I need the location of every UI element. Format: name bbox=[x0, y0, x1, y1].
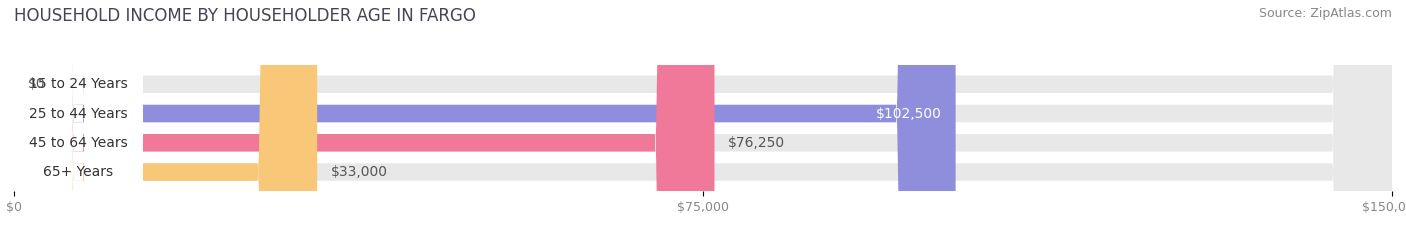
FancyBboxPatch shape bbox=[14, 0, 1392, 233]
Text: 65+ Years: 65+ Years bbox=[44, 165, 114, 179]
FancyBboxPatch shape bbox=[14, 0, 1392, 233]
Text: HOUSEHOLD INCOME BY HOUSEHOLDER AGE IN FARGO: HOUSEHOLD INCOME BY HOUSEHOLDER AGE IN F… bbox=[14, 7, 477, 25]
FancyBboxPatch shape bbox=[14, 0, 318, 233]
Text: $102,500: $102,500 bbox=[876, 106, 942, 120]
Text: $0: $0 bbox=[28, 77, 45, 91]
FancyBboxPatch shape bbox=[14, 0, 142, 233]
FancyBboxPatch shape bbox=[14, 0, 956, 233]
Text: 25 to 44 Years: 25 to 44 Years bbox=[30, 106, 128, 120]
FancyBboxPatch shape bbox=[14, 0, 714, 233]
FancyBboxPatch shape bbox=[14, 0, 142, 233]
Text: 15 to 24 Years: 15 to 24 Years bbox=[30, 77, 128, 91]
FancyBboxPatch shape bbox=[14, 0, 142, 233]
FancyBboxPatch shape bbox=[14, 0, 1392, 233]
FancyBboxPatch shape bbox=[14, 0, 1392, 233]
Text: $33,000: $33,000 bbox=[330, 165, 388, 179]
Text: Source: ZipAtlas.com: Source: ZipAtlas.com bbox=[1258, 7, 1392, 20]
Text: $76,250: $76,250 bbox=[728, 136, 786, 150]
FancyBboxPatch shape bbox=[14, 0, 142, 233]
Text: 45 to 64 Years: 45 to 64 Years bbox=[30, 136, 128, 150]
